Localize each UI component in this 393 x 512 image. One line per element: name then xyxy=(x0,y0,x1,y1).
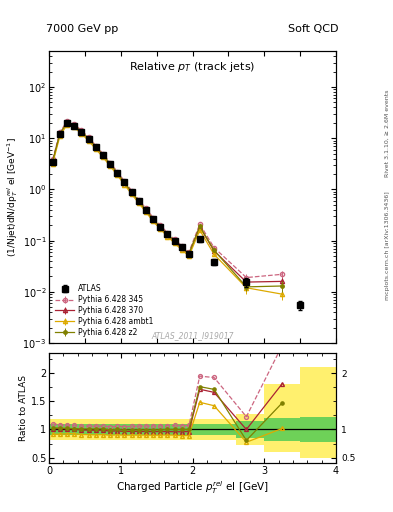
Bar xyxy=(193,419,236,440)
Legend: ATLAS, Pythia 6.428 345, Pythia 6.428 370, Pythia 6.428 ambt1, Pythia 6.428 z2: ATLAS, Pythia 6.428 345, Pythia 6.428 37… xyxy=(53,282,156,339)
Text: Relative $p_{T}$ (track jets): Relative $p_{T}$ (track jets) xyxy=(129,60,256,74)
X-axis label: Charged Particle $p^{rel}_{T}$ el [GeV]: Charged Particle $p^{rel}_{T}$ el [GeV] xyxy=(116,479,269,496)
Text: ATLAS_2011_I919017: ATLAS_2011_I919017 xyxy=(151,331,234,340)
Bar xyxy=(300,417,336,442)
Bar xyxy=(264,418,300,441)
Bar xyxy=(49,419,193,440)
Bar xyxy=(300,368,336,458)
Bar xyxy=(264,385,300,452)
Bar xyxy=(49,424,193,435)
Bar xyxy=(236,421,264,438)
Text: mcplots.cern.ch [arXiv:1306.3436]: mcplots.cern.ch [arXiv:1306.3436] xyxy=(385,191,389,300)
Y-axis label: (1/Njet)dN/dp$^{rel}_{T}$ el [GeV$^{-1}$]: (1/Njet)dN/dp$^{rel}_{T}$ el [GeV$^{-1}$… xyxy=(5,137,20,257)
Text: 7000 GeV pp: 7000 GeV pp xyxy=(46,24,119,34)
Y-axis label: Ratio to ATLAS: Ratio to ATLAS xyxy=(19,375,28,441)
Bar xyxy=(193,424,236,435)
Text: Rivet 3.1.10, ≥ 2.6M events: Rivet 3.1.10, ≥ 2.6M events xyxy=(385,90,389,177)
Bar xyxy=(236,414,264,445)
Text: Soft QCD: Soft QCD xyxy=(288,24,339,34)
